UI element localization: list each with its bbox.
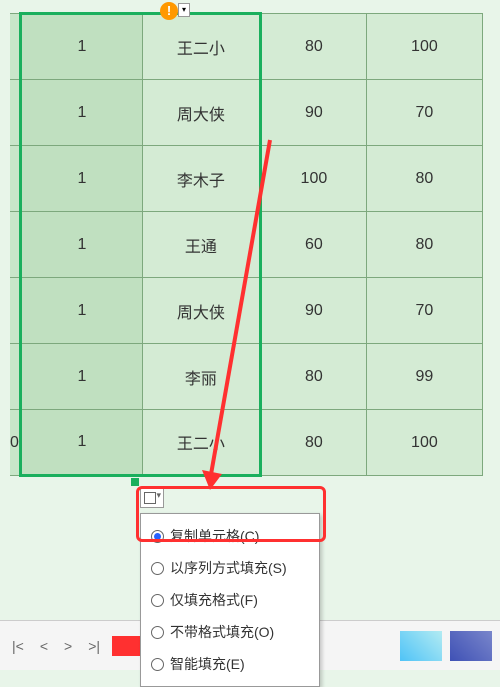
cell[interactable]: 90 <box>260 80 366 146</box>
autofill-menu: 复制单元格(C) 以序列方式填充(S) 仅填充格式(F) 不带格式填充(O) 智… <box>140 488 320 687</box>
row-header[interactable] <box>10 14 20 80</box>
cell[interactable]: 周大侠 <box>142 80 260 146</box>
error-dropdown[interactable]: ▾ <box>178 3 190 17</box>
nav-prev-button[interactable]: < <box>36 638 52 654</box>
cell[interactable]: 1 <box>20 212 142 278</box>
menu-item-label: 以序列方式填充(S) <box>170 558 287 578</box>
menu-item-fill-format[interactable]: 仅填充格式(F) <box>147 584 309 616</box>
radio-icon <box>151 530 164 543</box>
row-header[interactable] <box>10 344 20 410</box>
cell[interactable]: 80 <box>260 344 366 410</box>
menu-item-label: 复制单元格(C) <box>170 526 259 546</box>
thumbnail-icon <box>450 631 492 661</box>
cell[interactable]: 100 <box>366 410 482 476</box>
autofill-menu-list: 复制单元格(C) 以序列方式填充(S) 仅填充格式(F) 不带格式填充(O) 智… <box>140 513 320 687</box>
error-icon: ! <box>160 2 178 20</box>
cell[interactable]: 李丽 <box>142 344 260 410</box>
cell[interactable]: 周大侠 <box>142 278 260 344</box>
menu-item-label: 仅填充格式(F) <box>170 590 258 610</box>
menu-item-fill-series[interactable]: 以序列方式填充(S) <box>147 552 309 584</box>
nav-first-button[interactable]: |< <box>8 638 28 654</box>
cell[interactable]: 王二小 <box>142 14 260 80</box>
autofill-options-button[interactable] <box>140 488 164 508</box>
cell[interactable]: 80 <box>366 146 482 212</box>
row-header[interactable]: 0 <box>10 410 20 476</box>
row-header[interactable] <box>10 80 20 146</box>
cell[interactable]: 70 <box>366 278 482 344</box>
row-header[interactable] <box>10 146 20 212</box>
cell[interactable]: 80 <box>260 410 366 476</box>
cell[interactable]: 60 <box>260 212 366 278</box>
cell[interactable]: 80 <box>366 212 482 278</box>
radio-icon <box>151 658 164 671</box>
cell[interactable]: 90 <box>260 278 366 344</box>
nav-last-button[interactable]: >| <box>84 638 104 654</box>
cell[interactable]: 1 <box>20 14 142 80</box>
cell[interactable]: 1 <box>20 146 142 212</box>
cell[interactable]: 1 <box>20 410 142 476</box>
menu-item-label: 智能填充(E) <box>170 654 245 674</box>
cell[interactable]: 王二小 <box>142 410 260 476</box>
cell[interactable]: 1 <box>20 80 142 146</box>
radio-icon <box>151 562 164 575</box>
menu-item-copy-cells[interactable]: 复制单元格(C) <box>147 520 309 552</box>
cell[interactable]: 80 <box>260 14 366 80</box>
cell[interactable]: 1 <box>20 278 142 344</box>
cell[interactable]: 王通 <box>142 212 260 278</box>
cell[interactable]: 70 <box>366 80 482 146</box>
cell[interactable]: 1 <box>20 344 142 410</box>
radio-icon <box>151 594 164 607</box>
spreadsheet-table[interactable]: 1 王二小 80 100 1 周大侠 90 70 1 李木子 100 80 1 … <box>10 12 483 477</box>
row-header[interactable] <box>10 278 20 344</box>
fill-handle[interactable] <box>131 478 139 486</box>
cell[interactable]: 100 <box>366 14 482 80</box>
cell[interactable]: 99 <box>366 344 482 410</box>
thumbnail-icon <box>400 631 442 661</box>
menu-item-smart-fill[interactable]: 智能填充(E) <box>147 648 309 680</box>
cell[interactable]: 李木子 <box>142 146 260 212</box>
radio-icon <box>151 626 164 639</box>
cell[interactable]: 100 <box>260 146 366 212</box>
menu-item-label: 不带格式填充(O) <box>170 622 274 642</box>
nav-next-button[interactable]: > <box>60 638 76 654</box>
menu-item-fill-no-format[interactable]: 不带格式填充(O) <box>147 616 309 648</box>
row-header[interactable] <box>10 212 20 278</box>
